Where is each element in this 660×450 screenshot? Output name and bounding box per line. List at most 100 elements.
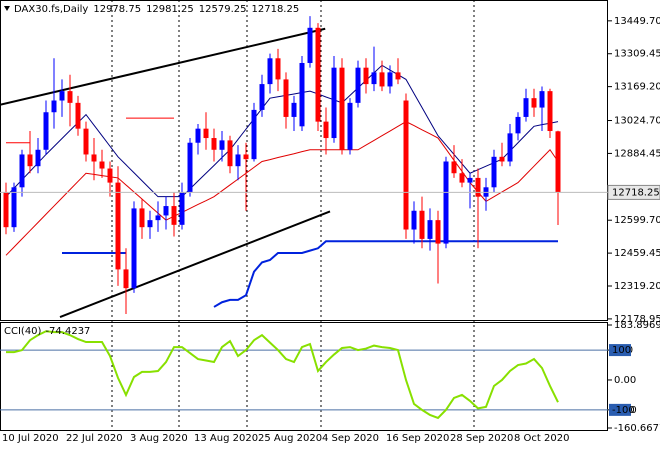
header-item: 12978.75	[93, 4, 141, 15]
candle-body	[99, 161, 105, 169]
candle-body	[195, 128, 201, 143]
candle-body	[203, 128, 209, 139]
level-label: 100	[612, 345, 631, 356]
candle-body	[163, 206, 169, 216]
y-tick-label: -160.6677	[614, 423, 660, 434]
header-item: CCI(40)	[4, 326, 42, 337]
candle-body	[427, 220, 433, 239]
x-tick-label: 16 Sep 2020	[386, 433, 449, 444]
candle-body	[299, 62, 305, 127]
y-tick-label: 13309.45	[614, 49, 660, 60]
candle-body	[35, 149, 41, 167]
candle-body	[539, 91, 545, 108]
candle-body	[83, 128, 89, 155]
x-tick-label: 3 Aug 2020	[130, 433, 188, 444]
candle-body	[499, 156, 505, 162]
candle-body	[27, 154, 33, 167]
candle-body	[339, 67, 345, 150]
x-tick-label: 4 Sep 2020	[322, 433, 379, 444]
menu-arrow	[4, 6, 10, 11]
candle-body	[523, 98, 529, 117]
candle-body	[451, 161, 457, 174]
candle-body	[43, 112, 49, 150]
candle-body	[515, 116, 521, 134]
candle-body	[315, 27, 321, 122]
candle-body	[75, 102, 81, 129]
candle-body	[187, 142, 193, 192]
candle-body	[115, 182, 121, 270]
candle-body	[235, 154, 241, 167]
candle-body	[411, 210, 417, 230]
x-tick-label: 28 Sep 2020	[450, 433, 513, 444]
candle-body	[371, 72, 377, 85]
last-price-box	[607, 184, 660, 200]
candle-body	[107, 168, 113, 183]
y-tick-label: 183.8969	[614, 320, 660, 331]
candle-body	[19, 154, 25, 188]
candle-body	[267, 58, 273, 85]
x-tick-label: 22 Jul 2020	[66, 433, 123, 444]
candle-body	[139, 208, 145, 228]
candle-body	[435, 220, 441, 244]
candle-body	[251, 109, 257, 160]
header-item: 12981.25	[146, 4, 194, 15]
candle-body	[467, 177, 473, 183]
level-label-box	[609, 344, 631, 357]
candle-body	[59, 91, 65, 101]
header-item: -74.4237	[45, 326, 90, 337]
cci-panel	[0, 322, 608, 431]
candle-body	[123, 269, 129, 289]
candle-body	[171, 206, 177, 225]
indicator-line	[5, 121, 559, 256]
candle-body	[355, 67, 361, 103]
header-item: 12718.25	[252, 4, 300, 15]
candle-body	[219, 140, 225, 150]
candle-body	[419, 210, 425, 239]
candle-body	[211, 138, 217, 150]
level-label-box	[609, 403, 631, 416]
candle-body	[347, 102, 353, 150]
candle-body	[403, 100, 409, 230]
last-price-label: 12718.25	[612, 187, 660, 198]
candle-body	[307, 27, 313, 63]
y-tick-label: 12884.45	[614, 148, 660, 159]
y-tick-label: 13169.20	[614, 82, 660, 93]
candle-body	[555, 131, 561, 193]
candle-body	[155, 215, 161, 221]
candle-body	[227, 140, 233, 167]
x-tick-label: 13 Aug 2020	[194, 433, 258, 444]
cci-header: CCI(40) -74.4237	[4, 326, 90, 337]
indicator-line	[62, 240, 558, 308]
candle-body	[547, 91, 553, 132]
y-tick-label: 13024.70	[614, 116, 660, 127]
x-tick-label: 25 Aug 2020	[258, 433, 322, 444]
candle-body	[507, 133, 513, 162]
price-header: DAX30.fs,Daily 12978.75 12981.25 12579.25 12…	[14, 4, 299, 15]
candle-body	[531, 98, 537, 108]
level-label: -100	[612, 405, 635, 416]
candle-body	[387, 72, 393, 87]
indicator-line	[6, 117, 174, 144]
candle-body	[11, 187, 17, 228]
candle-body	[179, 191, 185, 225]
x-tick-label: 8 Oct 2020	[514, 433, 569, 444]
candle-body	[275, 58, 281, 80]
candle-body	[491, 156, 497, 188]
candle-body	[283, 79, 289, 117]
header-item: 12579.25	[199, 4, 247, 15]
candle-body	[379, 72, 385, 87]
candle-body	[259, 84, 265, 110]
y-tick-label: 12459.45	[614, 248, 660, 259]
candle-body	[459, 173, 465, 183]
candle-body	[475, 177, 481, 197]
x-tick-label: 10 Jul 2020	[2, 433, 59, 444]
candle-body	[147, 220, 153, 228]
candle-body	[331, 67, 337, 139]
y-tick-label: 0.00	[614, 375, 636, 386]
candle-body	[3, 191, 9, 228]
trend-line	[59, 210, 331, 318]
candle-body	[363, 67, 369, 85]
candle-body	[443, 161, 449, 244]
